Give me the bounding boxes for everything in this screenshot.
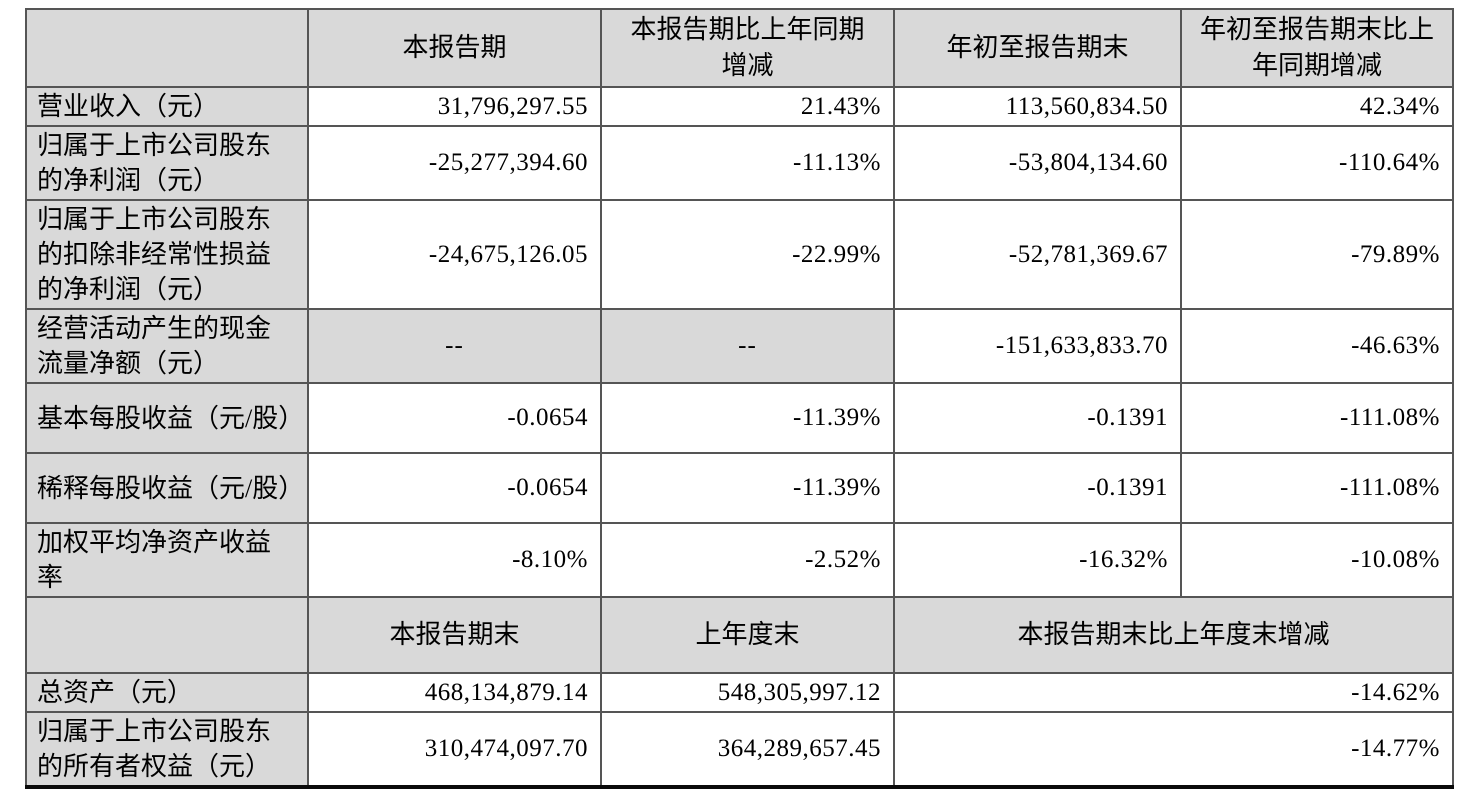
value-cell: -25,277,394.60 [307,125,602,201]
value-cell-na: -- [600,308,895,384]
value-cell: -0.1391 [893,382,1182,454]
value-cell: -14.62% [893,672,1454,713]
row-basic-eps: 基本每股收益（元/股） -0.0654 -11.39% -0.1391 -111… [25,382,1454,454]
label-cell: 归属于上市公司股东的净利润（元） [25,125,309,201]
header-empty-cell [25,8,309,88]
header-current-period: 本报告期 [307,8,602,88]
value-cell: -22.99% [600,199,895,310]
label-cell: 营业收入（元） [25,86,309,127]
value-cell: 364,289,657.45 [600,711,895,788]
header-current-period-yoy-change: 本报告期比上年同期增减 [600,8,895,88]
row-operating-cash-flow: 经营活动产生的现金流量净额（元） -- -- -151,633,833.70 -… [25,308,1454,384]
value-cell: -11.39% [600,382,895,454]
row-weighted-avg-roe: 加权平均净资产收益率 -8.10% -2.52% -16.32% -10.08% [25,522,1454,598]
value-cell: -52,781,369.67 [893,199,1182,310]
value-cell: -8.10% [307,522,602,598]
value-cell: -11.39% [600,452,895,524]
label-cell: 基本每股收益（元/股） [25,382,309,454]
header-empty-cell [25,596,309,674]
value-cell-na: -- [307,308,602,384]
row-diluted-eps: 稀释每股收益（元/股） -0.0654 -11.39% -0.1391 -111… [25,452,1454,524]
value-cell: 548,305,997.12 [600,672,895,713]
value-cell: 310,474,097.70 [307,711,602,788]
value-cell: -16.32% [893,522,1182,598]
label-cell: 加权平均净资产收益率 [25,522,309,598]
value-cell: -111.08% [1180,382,1454,454]
value-cell: -0.0654 [307,382,602,454]
label-cell: 稀释每股收益（元/股） [25,452,309,524]
value-cell: 113,560,834.50 [893,86,1182,127]
value-cell: 21.43% [600,86,895,127]
row-net-profit: 归属于上市公司股东的净利润（元） -25,277,394.60 -11.13% … [25,125,1454,201]
value-cell: -111.08% [1180,452,1454,524]
label-cell: 归属于上市公司股东的所有者权益（元） [25,711,309,788]
value-cell: -10.08% [1180,522,1454,598]
section1-header-row: 本报告期 本报告期比上年同期增减 年初至报告期末 年初至报告期末比上年同期增减 [25,8,1454,88]
value-cell: -0.1391 [893,452,1182,524]
value-cell: -11.13% [600,125,895,201]
value-cell: -79.89% [1180,199,1454,310]
value-cell: 468,134,879.14 [307,672,602,713]
financial-summary-table: 本报告期 本报告期比上年同期增减 年初至报告期末 年初至报告期末比上年同期增减 … [25,8,1454,789]
row-total-assets: 总资产（元） 468,134,879.14 548,305,997.12 -14… [25,672,1454,713]
value-cell: -151,633,833.70 [893,308,1182,384]
value-cell: -24,675,126.05 [307,199,602,310]
value-cell: -14.77% [893,711,1454,788]
value-cell: -2.52% [600,522,895,598]
value-cell: -0.0654 [307,452,602,524]
label-cell: 总资产（元） [25,672,309,713]
label-cell: 经营活动产生的现金流量净额（元） [25,308,309,384]
value-cell: 31,796,297.55 [307,86,602,127]
header-year-to-date: 年初至报告期末 [893,8,1182,88]
row-net-profit-excl-nonrecurring: 归属于上市公司股东的扣除非经常性损益的净利润（元） -24,675,126.05… [25,199,1454,310]
row-operating-revenue: 营业收入（元） 31,796,297.55 21.43% 113,560,834… [25,86,1454,127]
header-end-of-period: 本报告期末 [307,596,602,674]
row-shareholders-equity: 归属于上市公司股东的所有者权益（元） 310,474,097.70 364,28… [25,711,1454,788]
value-cell: 42.34% [1180,86,1454,127]
header-end-of-prior-year: 上年度末 [600,596,895,674]
value-cell: -110.64% [1180,125,1454,201]
label-cell: 归属于上市公司股东的扣除非经常性损益的净利润（元） [25,199,309,310]
value-cell: -46.63% [1180,308,1454,384]
section2-header-row: 本报告期末 上年度末 本报告期末比上年度末增减 [25,596,1454,674]
header-change-vs-prior-year-end: 本报告期末比上年度末增减 [893,596,1454,674]
value-cell: -53,804,134.60 [893,125,1182,201]
header-year-to-date-yoy-change: 年初至报告期末比上年同期增减 [1180,8,1454,88]
